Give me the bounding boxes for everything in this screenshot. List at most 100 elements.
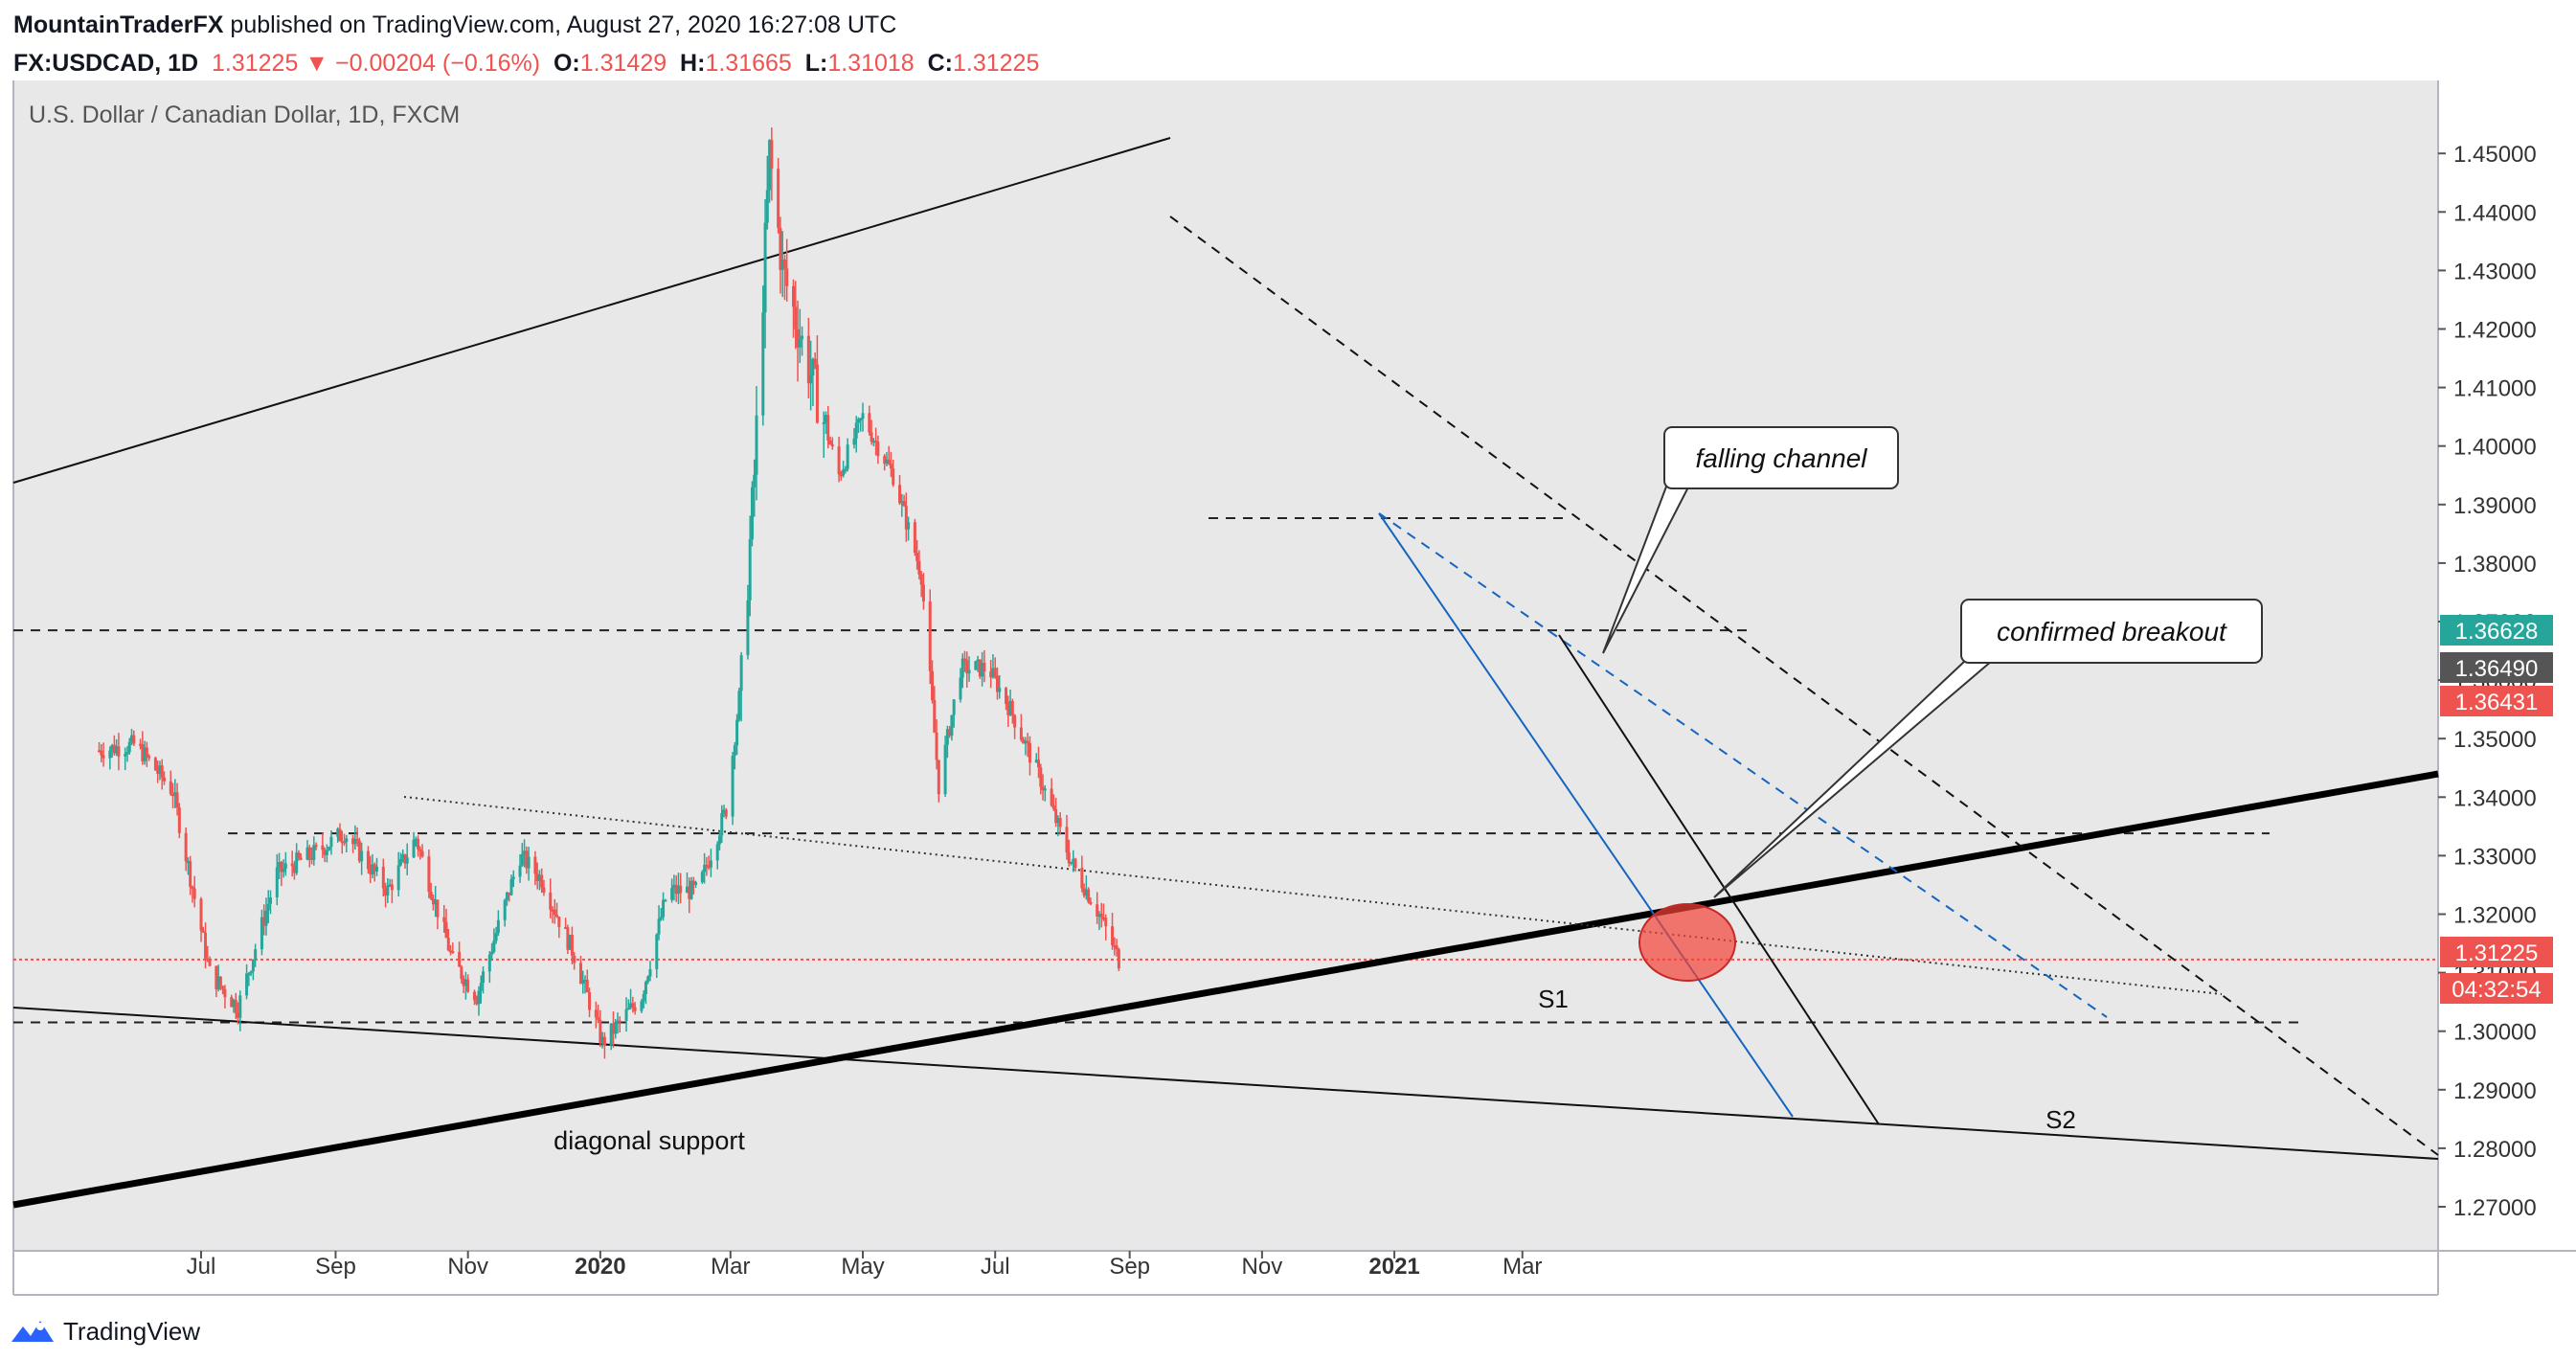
candle-body [186,861,190,864]
candle-body [141,744,145,761]
candle-body [375,866,379,872]
candle-body [525,850,529,869]
candle-body [1113,944,1117,947]
brand-name[interactable]: TradingView [63,1316,201,1346]
price-badge [2440,615,2553,646]
candle-body [594,1009,598,1018]
candle-body [283,863,287,869]
candle-body [943,744,947,795]
candle-body [672,884,676,889]
candle-body [216,976,220,990]
candle-body [830,443,834,447]
candle-body [431,898,435,905]
candle-body [566,927,570,950]
time-axis[interactable]: Jul Sep Nov 2020 Mar May Jul Sep Nov 2021 Mar [187,1251,1543,1280]
candle-body [553,909,556,916]
price-badge-label: 1.31225 [2455,941,2539,966]
candle-body [854,422,858,439]
candle-body [1070,861,1073,864]
candle-body [935,732,938,760]
candle-body [755,415,758,475]
candle-body [201,930,205,933]
candle-body [950,714,954,737]
candle-body [100,750,103,756]
candle-body [720,813,724,836]
candle-body [709,860,712,868]
candle-body [436,899,440,918]
publish-line: MountainTraderFX published on TradingVie… [13,6,1039,44]
candle-body [785,268,789,286]
candle-body [171,793,175,797]
price-axis[interactable]: 1.270001.280001.290001.300001.310001.320… [2438,142,2537,1221]
candle-body [844,468,847,471]
candle-body [694,882,698,885]
candle-body [366,850,370,870]
candle-body [633,1007,637,1011]
price-badge [2440,652,2553,683]
candle-body [412,839,416,858]
price-tick-label: 1.30000 [2453,1020,2537,1046]
time-tick-label: 2020 [575,1254,625,1280]
candle-body [780,259,784,270]
candle-body [822,421,825,424]
candle-body [599,1019,602,1043]
candle-body [127,741,131,753]
tradingview-logo-icon[interactable] [10,1317,56,1346]
candle-body [1080,868,1084,889]
candle-body [1067,852,1071,864]
candle-body [549,892,553,910]
candle-body [169,781,172,794]
candle-body [989,671,993,678]
candle-body [1013,714,1017,728]
candle-body [931,670,935,701]
candle-body [889,464,893,469]
channel-projection-line [1558,634,1880,1125]
candle-body [983,663,986,672]
trendlines [12,137,2439,1209]
breakout-highlight-circle [1638,903,1736,982]
confirmed-breakout-label: confirmed breakout [1997,617,2227,646]
candle-body [993,668,997,676]
candle-body [1019,727,1023,740]
candle-body [722,809,726,814]
candle-body [1056,818,1060,824]
candle-body [496,919,500,934]
candle-body [102,755,105,759]
candle-body [449,950,453,953]
candle-body [717,835,721,845]
candle-body [323,850,327,855]
candle-body [388,884,392,887]
candle-body [883,456,887,465]
candle-body [460,966,463,980]
candle-body [446,938,450,951]
candle-body [578,963,582,985]
candle-body [1058,818,1062,827]
candle-body [640,1001,644,1011]
candle-body [974,661,978,670]
candle-body [570,935,574,956]
candle-body [662,899,666,918]
candle-body [1041,786,1045,791]
candle-body [839,474,843,477]
candle-body [381,866,385,889]
candle-body [1087,889,1091,902]
author-name[interactable]: MountainTraderFX [13,11,224,38]
candle-body [688,886,691,899]
candle-body [147,756,151,759]
candle-body [573,955,576,963]
price-badge [2440,937,2553,967]
candle-body [418,849,422,851]
candle-body [750,487,754,540]
candle-body [357,840,361,862]
candle-body [907,522,911,530]
candle-body [748,539,752,601]
candle-body [299,857,303,860]
candle-body [442,917,446,922]
candle-body [479,983,483,991]
candle-body [1117,949,1120,969]
price-badge [2440,973,2553,1004]
close-value: 1.31225 [953,50,1040,77]
price-badge-label: 1.36628 [2455,619,2539,645]
close-label: C: [927,50,953,77]
